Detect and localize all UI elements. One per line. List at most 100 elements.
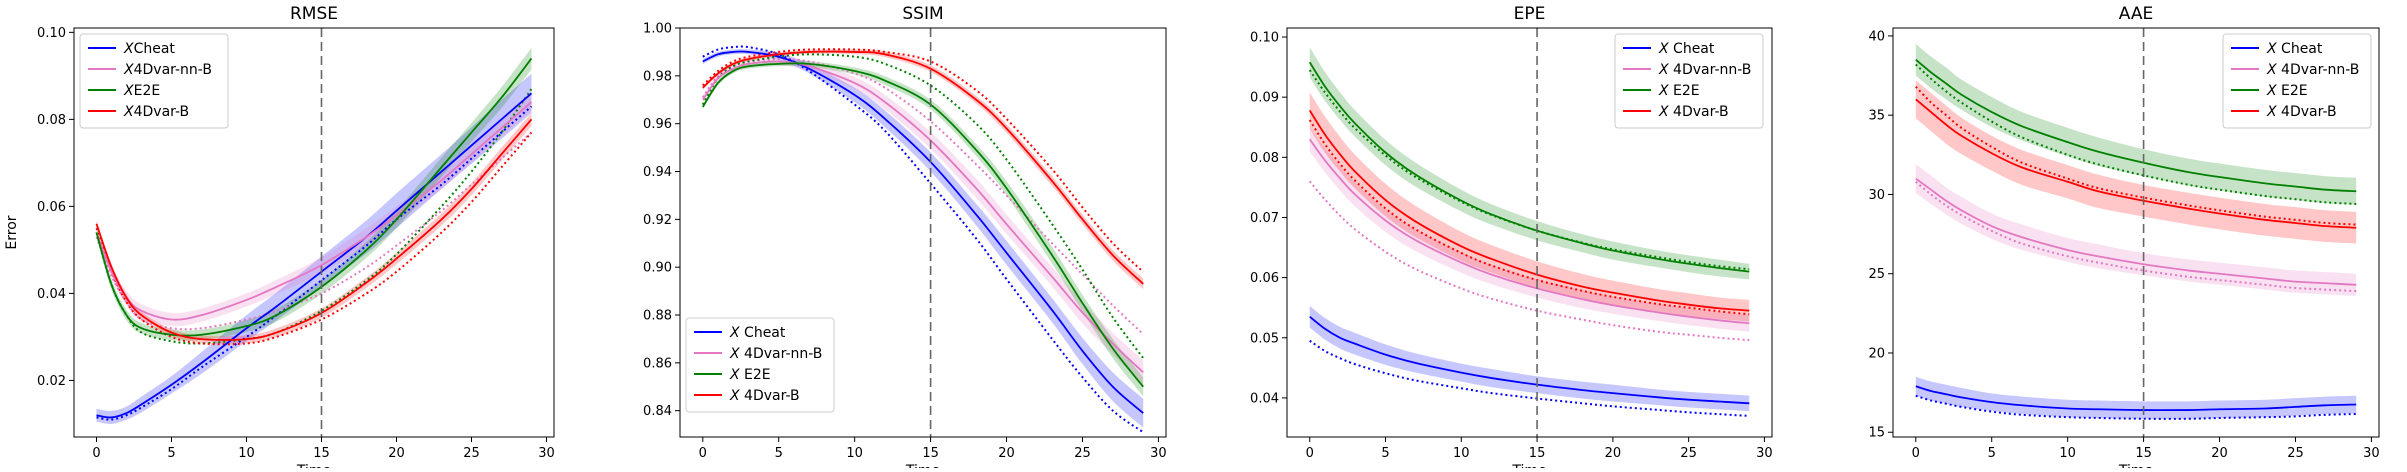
confidence-band-0 (1915, 376, 2357, 419)
confidence-band-3 (1915, 80, 2357, 244)
plot-area (701, 28, 1145, 437)
legend: X Cheat X 4Dvar-nn-B X E2E X 4Dvar-B (2222, 33, 2372, 129)
series-line-2 (1308, 61, 1750, 273)
legend-entry: X E2E (2266, 83, 2308, 99)
y-tick-label: 40 (1868, 29, 1885, 44)
x-tick-label: 20 (2211, 446, 2228, 461)
axes-frame (1892, 27, 2380, 438)
y-tick-label: 0.10 (37, 26, 66, 41)
y-tick-label: 15 (1868, 426, 1885, 441)
y-tick-label: 0.09 (1250, 91, 1279, 106)
dotted-series-line-1 (701, 58, 1144, 335)
series-line-3 (1915, 98, 2357, 229)
legend-entry: X 4Dvar-nn-B (729, 346, 822, 362)
series-line-1 (702, 60, 1144, 374)
x-tick-label: 5 (1381, 446, 1389, 461)
plot-area (1915, 28, 2357, 437)
legend-box (1614, 33, 1764, 129)
x-axis-label: Time (296, 463, 331, 468)
dotted-series-line-2 (1915, 63, 2357, 205)
legend-entry: X Cheat (729, 325, 786, 341)
x-tick-label: 20 (388, 446, 405, 461)
y-tick-label: 25 (1868, 267, 1885, 282)
x-tick-label: 30 (1756, 446, 1773, 461)
x-tick-label: 30 (538, 446, 555, 461)
series-line-0 (1915, 385, 2357, 412)
dotted-series-line-0 (1309, 339, 1750, 417)
chart-title: SSIM (902, 4, 943, 24)
legend: X Cheat X 4Dvar-nn-B X E2E X 4Dvar-B (1614, 33, 1764, 129)
x-tick-label: 0 (1306, 446, 1314, 461)
confidence-band-2 (1309, 47, 1750, 280)
y-tick-label: 0.06 (37, 200, 66, 215)
y-tick-label: 0.08 (37, 113, 66, 128)
x-tick-label: 0 (92, 446, 100, 461)
legend-entry: X 4Dvar-nn-B (1658, 62, 1751, 78)
series-line-0 (702, 50, 1144, 414)
y-tick-label: 0.05 (1250, 331, 1279, 346)
chart-title: EPE (1514, 4, 1546, 24)
y-tick-label: 0.86 (643, 356, 672, 371)
chart-panel-aae: 051015202530152025303540AAETimeX CheatX … (1868, 4, 2380, 472)
x-tick-label: 10 (1453, 446, 1470, 461)
series-line-0 (96, 92, 533, 419)
legend-entry: X E2E (729, 367, 771, 383)
x-tick-label: 25 (1074, 446, 1091, 461)
x-tick-label: 15 (313, 446, 330, 461)
legend-box (2222, 33, 2372, 129)
y-tick-label: 1.00 (643, 22, 672, 37)
x-tick-label: 10 (846, 446, 863, 461)
legend-entry: X 4Dvar-nn-B (2266, 62, 2359, 78)
x-tick-label: 0 (699, 446, 707, 461)
dotted-series-line-1 (1308, 180, 1750, 342)
legend-box (79, 33, 229, 129)
x-tick-label: 5 (775, 446, 783, 461)
y-tick-label: 0.98 (643, 69, 672, 84)
axes-frame (73, 27, 555, 438)
y-tick-label: 0.90 (643, 261, 672, 276)
x-tick-label: 25 (2287, 446, 2304, 461)
plot-area (95, 28, 533, 437)
series-line-1 (1915, 177, 2357, 286)
legend-entry: X4Dvar-B (123, 104, 189, 120)
y-axis-label: Error (4, 215, 20, 249)
y-tick-label: 0.04 (1250, 391, 1279, 406)
y-tick-label: 35 (1868, 109, 1885, 124)
x-tick-label: 25 (463, 446, 480, 461)
legend: XCheat X4Dvar-nn-B XE2E X4Dvar-B (79, 33, 229, 129)
x-tick-label: 20 (998, 446, 1015, 461)
legend-entry: X E2E (1658, 83, 1700, 99)
chart-panel-rmse: 0 5 10 15 20 25 30 0.02 0.04 0.06 0.08 0.10 RMSE Time… (4, 4, 555, 472)
confidence-band-3 (702, 49, 1144, 290)
axes-frame (1286, 27, 1773, 438)
x-axis-label: Time (2118, 463, 2153, 468)
dotted-series-line-0 (702, 45, 1144, 434)
legend-entry: XCheat (123, 41, 175, 57)
y-tick-label: 0.06 (1250, 271, 1279, 286)
chart-title: RMSE (290, 4, 338, 24)
y-tick-label: 0.08 (1250, 151, 1279, 166)
y-tick-label: 0.92 (643, 213, 672, 228)
chart-panel-epe: 0 5 10 15 20 25 30 0.04 0.05 0.06 0.07 0.08 0.09 0.10… (1250, 4, 1773, 472)
series-line-2 (95, 57, 533, 337)
dotted-series-line-3 (702, 48, 1144, 273)
series-line-3 (1308, 109, 1750, 312)
y-tick-label: 0.02 (37, 374, 66, 389)
legend: X Cheat X 4Dvar-nn-B X E2E X 4Dvar-B (685, 317, 835, 413)
y-tick-label: 0.10 (1250, 31, 1279, 46)
x-tick-label: 30 (2363, 446, 2380, 461)
x-tick-label: 10 (2059, 446, 2076, 461)
x-tick-label: 15 (922, 446, 939, 461)
legend-entry: X4Dvar-nn-B (123, 62, 212, 78)
y-tick-label: 0.04 (37, 287, 66, 302)
legend-entry: XE2E (123, 83, 160, 99)
x-tick-label: 10 (238, 446, 255, 461)
series-line-1 (1308, 138, 1750, 325)
dotted-series-line-0 (1915, 394, 2357, 420)
y-tick-label: 20 (1868, 346, 1885, 361)
legend-entry: X 4Dvar-B (729, 388, 800, 404)
y-tick-label: 0.96 (643, 117, 672, 132)
y-tick-label: 0.07 (1250, 211, 1279, 226)
